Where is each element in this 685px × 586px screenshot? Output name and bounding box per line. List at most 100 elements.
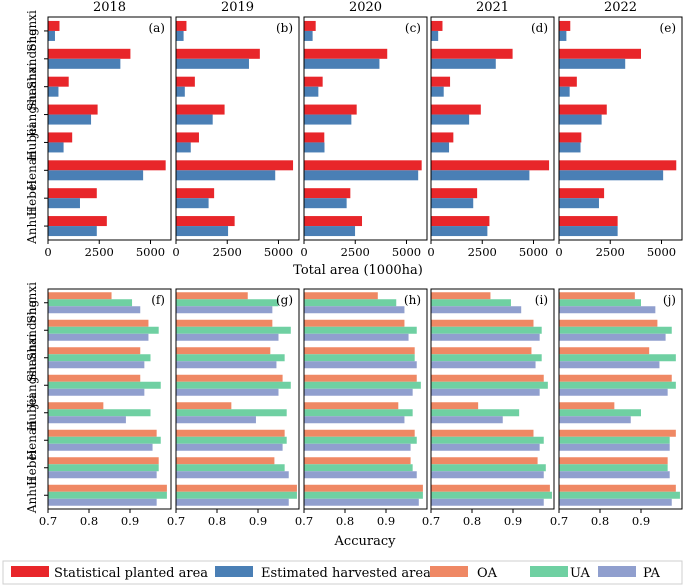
bar-2019-hubei-ua	[176, 409, 287, 417]
bar-2018-henan-pa	[48, 443, 153, 451]
panel-frame-2019	[175, 288, 300, 510]
bar-2020-shandong-estimated-harvested-area	[304, 58, 380, 69]
bar-2018-hubei-statistical-planted-area	[48, 132, 73, 143]
bar-2022-henan-estimated-harvested-area	[559, 170, 664, 181]
bar-2018-shandong-statistical-planted-area	[48, 48, 131, 59]
bar-2022-shandong-estimated-harvested-area	[559, 58, 626, 69]
x-tick-label: 0.7	[422, 514, 440, 528]
bar-2019-hubei-oa	[176, 402, 232, 410]
bar-2022-shaanxi-oa	[559, 347, 650, 355]
bar-2019-henan-statistical-planted-area	[176, 160, 294, 171]
area-axis-label: Total area (1000ha)	[293, 263, 423, 278]
bar-2019-shaanxi-statistical-planted-area	[176, 76, 195, 87]
bar-2019-shandong-oa	[176, 319, 273, 327]
bar-2018-shanxi-statistical-planted-area	[48, 20, 60, 31]
bar-2020-shaanxi-ua	[304, 354, 415, 362]
bar-2018-hebei-estimated-harvested-area	[48, 198, 80, 209]
province-labels: AnhuiHebeiHenanHubeiJiangsuShaanxiShando…	[25, 282, 48, 514]
bar-2022-hubei-ua	[559, 409, 641, 417]
bar-2020-anhui-estimated-harvested-area	[304, 226, 356, 237]
bar-2021-anhui-estimated-harvested-area	[431, 226, 488, 237]
x-tick-label: 2500	[596, 245, 625, 259]
panel-letter: (j)	[663, 293, 676, 307]
bar-2019-shaanxi-estimated-harvested-area	[176, 86, 185, 97]
bar-2022-shandong-ua	[559, 326, 672, 334]
province-label-anhui: Anhui	[25, 477, 39, 514]
year-title-2021: 2021	[476, 0, 509, 15]
panel-letter: (e)	[660, 21, 676, 35]
panel-frame-2021	[430, 288, 555, 510]
bar-2019-hebei-statistical-planted-area	[176, 188, 215, 199]
bar-2018-shanxi-oa	[48, 292, 112, 300]
x-tick-label: 5000	[264, 245, 293, 259]
x-tick-label: 2500	[468, 245, 497, 259]
bar-2022-anhui-pa	[559, 498, 672, 506]
bar-2019-hubei-estimated-harvested-area	[176, 142, 191, 153]
panel-letter: (d)	[531, 21, 548, 35]
bar-2018-hebei-ua	[48, 464, 159, 472]
bar-2022-hebei-oa	[559, 457, 668, 465]
bar-2021-anhui-ua	[431, 491, 552, 499]
x-tick-label: 0	[172, 245, 179, 259]
bar-2022-shaanxi-statistical-planted-area	[559, 76, 577, 87]
bar-2021-shanxi-pa	[431, 306, 522, 314]
x-tick-label: 0	[555, 245, 562, 259]
bar-2019-hebei-pa	[176, 471, 289, 479]
x-tick-label: 0	[427, 245, 434, 259]
panel-frame-2021	[430, 16, 555, 241]
bar-2020-hubei-pa	[304, 416, 405, 424]
province-label-shanxi: Shanxi	[25, 282, 39, 324]
bar-2021-shandong-estimated-harvested-area	[431, 58, 496, 69]
bar-2019-anhui-oa	[176, 484, 297, 492]
panel-2018-total-area-1000ha: (a) 0 2500 5000 2018	[44, 0, 172, 259]
panel-letter: (i)	[535, 293, 548, 307]
panel-2020-total-area-1000ha: (c) 0 2500 5000 2020	[300, 0, 428, 259]
bar-2018-henan-estimated-harvested-area	[48, 170, 144, 181]
bar-2018-shandong-estimated-harvested-area	[48, 58, 121, 69]
bar-2022-shanxi-ua	[559, 299, 641, 307]
bar-2021-henan-pa	[431, 443, 540, 451]
bar-2019-shaanxi-pa	[176, 361, 277, 369]
bar-2021-hebei-ua	[431, 464, 546, 472]
panel-2022-accuracy: (j) 0.7 0.8 0.9	[550, 288, 683, 528]
bar-2021-shanxi-ua	[431, 299, 511, 307]
legend-swatch-oa	[430, 566, 468, 577]
bar-2020-anhui-ua	[304, 491, 423, 499]
bar-2021-hebei-oa	[431, 457, 538, 465]
panel-2022-total-area-1000ha: (e) 0 2500 5000 2022	[555, 0, 683, 259]
panel-2021-accuracy: (i) 0.7 0.8 0.9	[422, 288, 555, 528]
x-tick-label: 0.7	[167, 514, 185, 528]
bar-2020-hubei-estimated-harvested-area	[304, 142, 325, 153]
year-title-2020: 2020	[349, 0, 382, 15]
bar-2020-henan-statistical-planted-area	[304, 160, 422, 171]
panel-frame-2022	[558, 16, 683, 241]
bar-2020-jiangsu-oa	[304, 374, 417, 382]
bar-2020-jiangsu-ua	[304, 381, 421, 389]
bar-2021-hubei-statistical-planted-area	[431, 132, 454, 143]
legend-item-ua: UA	[530, 566, 591, 581]
bar-2022-hebei-ua	[559, 464, 668, 472]
bar-2022-henan-oa	[559, 429, 676, 437]
legend-label-pa: PA	[643, 566, 661, 581]
bar-2018-shandong-ua	[48, 326, 159, 334]
province-label-jiangsu: Jiangsu	[25, 362, 39, 409]
bar-2019-anhui-statistical-planted-area	[176, 216, 235, 227]
x-tick-label: 0	[44, 245, 51, 259]
bar-2019-henan-ua	[176, 436, 287, 444]
x-tick-label: 0.9	[377, 514, 395, 528]
bar-2022-shaanxi-estimated-harvested-area	[559, 86, 570, 97]
province-label-shandong: Shandong	[25, 28, 39, 89]
bar-2021-jiangsu-ua	[431, 381, 548, 389]
legend-swatch-statistical-planted-area	[11, 566, 49, 577]
legend-box	[2, 560, 683, 585]
province-label-shandong: Shandong	[25, 299, 39, 360]
bar-2022-shanxi-oa	[559, 292, 635, 300]
bar-2021-shaanxi-estimated-harvested-area	[431, 86, 444, 97]
legend-label-oa: OA	[477, 566, 498, 581]
panel-2020-accuracy: (h) 0.7 0.8 0.9	[295, 288, 428, 528]
bar-2020-hebei-statistical-planted-area	[304, 188, 351, 199]
province-label-shaanxi: Shaanxi	[25, 333, 39, 382]
bar-2020-anhui-statistical-planted-area	[304, 216, 363, 227]
bar-2019-shaanxi-ua	[176, 354, 285, 362]
